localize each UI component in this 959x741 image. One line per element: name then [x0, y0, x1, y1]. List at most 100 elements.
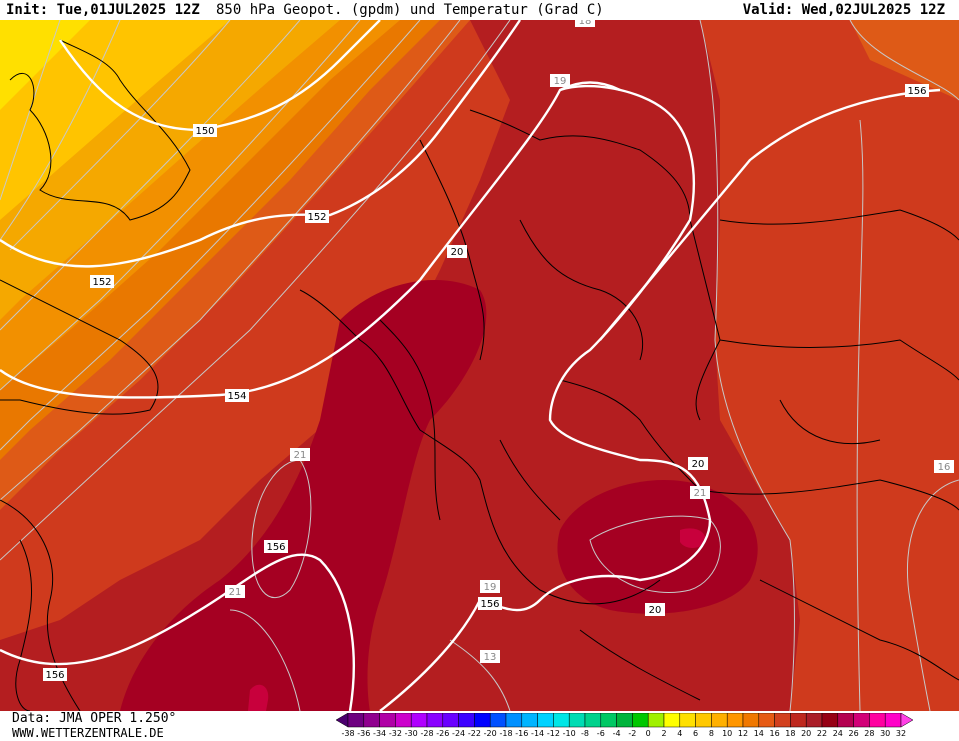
colorbar-tick-label: -6 [596, 729, 605, 738]
colorbar-tick-label: -12 [546, 729, 560, 738]
label-21c: 21 [694, 488, 707, 499]
colorbar-tick-label: 14 [753, 729, 764, 738]
colorbar-tick-label: -8 [581, 729, 589, 738]
temp-band-8 [0, 20, 230, 220]
colorbar [336, 713, 914, 728]
colorbar-tick-label: 32 [895, 729, 907, 738]
colorbar-swatch [837, 713, 854, 728]
map-title: 850 hPa Geopot. (gpdm) und Temperatur (G… [216, 2, 604, 18]
label-156c: 156 [45, 670, 64, 681]
colorbar-tick-label: -20 [483, 729, 497, 738]
label-152a: 152 [307, 212, 326, 223]
colorbar-tick-label: -26 [436, 729, 450, 738]
colorbar-swatch [347, 713, 365, 728]
colorbar-swatch [426, 713, 444, 728]
colorbar-tick-label: 2 [661, 729, 667, 738]
contour-156-west [0, 553, 355, 711]
colorbar-swatch [379, 713, 396, 728]
colorbar-swatch [410, 713, 428, 728]
colorbar-swatch [458, 713, 475, 728]
colorbar-swatch [395, 713, 412, 728]
colorbar-swatch [553, 713, 570, 728]
colorbar-arrow-left [336, 713, 349, 728]
label-20b: 20 [692, 459, 705, 470]
colorbar-tick-label: 4 [677, 729, 683, 738]
colorbar-tick-label: -4 [612, 729, 621, 738]
colorbar-tick-label: 16 [769, 729, 780, 738]
colorbar-swatch [679, 713, 696, 728]
website: WWW.WETTERZENTRALE.DE [12, 726, 164, 740]
label-19b: 19 [484, 582, 497, 593]
colorbar-tick-label: 26 [848, 729, 859, 738]
colorbar-swatch [363, 713, 380, 728]
colorbar-tick-label: 0 [645, 729, 651, 738]
colorbar-swatch [474, 713, 491, 728]
colorbar-tick-label: -28 [420, 729, 434, 738]
label-21a: 21 [294, 450, 307, 461]
label-150: 150 [195, 126, 214, 137]
contour-156-top [559, 81, 621, 92]
label-18a: 18 [579, 20, 592, 27]
colorbar-swatch [647, 713, 665, 728]
colorbar-swatch [505, 713, 523, 728]
label-156a: 156 [907, 86, 926, 97]
colorbar-tick-label: 20 [801, 729, 812, 738]
contour-154 [0, 84, 712, 612]
label-156d: 156 [480, 599, 499, 610]
label-20c: 20 [649, 605, 662, 616]
label-19a: 19 [554, 76, 567, 87]
temp-band-22-spot [680, 528, 706, 548]
colorbar-swatch [821, 713, 839, 728]
colorbar-tick-label: 24 [832, 729, 843, 738]
colorbar-swatch [489, 713, 507, 728]
temp-band-22-spot2 [248, 684, 269, 711]
colorbar-tick-label: -2 [628, 729, 637, 738]
colorbar-tick-label: -34 [373, 729, 387, 738]
colorbar-tick-label: -22 [467, 729, 481, 738]
data-source: Data: JMA OPER 1.250° [12, 711, 177, 726]
contour-labels: 150 152 152 154 156 156 156 156 20 20 20… [43, 20, 954, 681]
colorbar-tick-label: 30 [880, 729, 891, 738]
colorbar-swatch [869, 713, 886, 728]
colorbar-tick-label: -36 [357, 729, 371, 738]
colorbar-arrow-right [900, 713, 914, 728]
colorbar-swatch [442, 713, 459, 728]
valid-time: Valid: Wed,02JUL2025 12Z [742, 2, 945, 18]
colorbar-swatch [521, 713, 538, 728]
colorbar-tick-label: -14 [531, 729, 545, 738]
colorbar-swatch [758, 713, 775, 728]
colorbar-swatch [663, 713, 681, 728]
colorbar-swatch [600, 713, 617, 728]
colorbar-tick-label: -16 [515, 729, 529, 738]
label-156b: 156 [266, 542, 285, 553]
colorbar-tick-label: 18 [785, 729, 796, 738]
colorbar-swatch [774, 713, 791, 728]
colorbar-ticks: -38 -36 -34 -32 -30 -28 -26 -24 -22 -20 -18 -16 -14-… [340, 729, 950, 741]
weather-map: 150 152 152 154 156 156 156 156 20 20 20… [0, 20, 959, 711]
label-21b: 21 [229, 587, 242, 598]
colorbar-swatch [568, 713, 586, 728]
colorbar-tick-label: 22 [816, 729, 828, 738]
init-time: Init: Tue,01JUL2025 12Z [6, 2, 200, 18]
colorbar-swatch [726, 713, 744, 728]
colorbar-tick-label: 8 [708, 729, 714, 738]
header: Init: Tue,01JUL2025 12Z 850 hPa Geopot. … [0, 0, 959, 20]
footer: Data: JMA OPER 1.250° WWW.WETTERZENTRALE… [0, 711, 959, 741]
colorbar-tick-label: -30 [404, 729, 418, 738]
colorbar-tick-label: 6 [693, 729, 699, 738]
colorbar-tick-label: 28 [864, 729, 875, 738]
colorbar-tick-label: -32 [388, 729, 402, 738]
colorbar-swatch [884, 713, 902, 728]
colorbar-swatch [537, 713, 554, 728]
colorbar-swatch [711, 713, 728, 728]
contour-156-south [379, 599, 482, 711]
colorbar-swatch [616, 713, 633, 728]
label-154: 154 [227, 391, 246, 402]
colorbar-swatch [805, 713, 823, 728]
colorbar-swatch [632, 713, 649, 728]
label-16: 16 [938, 462, 951, 473]
colorbar-tick-label: -24 [452, 729, 466, 738]
colorbar-tick-label: -38 [341, 729, 355, 738]
label-20a: 20 [451, 247, 464, 258]
colorbar-swatch [742, 713, 760, 728]
